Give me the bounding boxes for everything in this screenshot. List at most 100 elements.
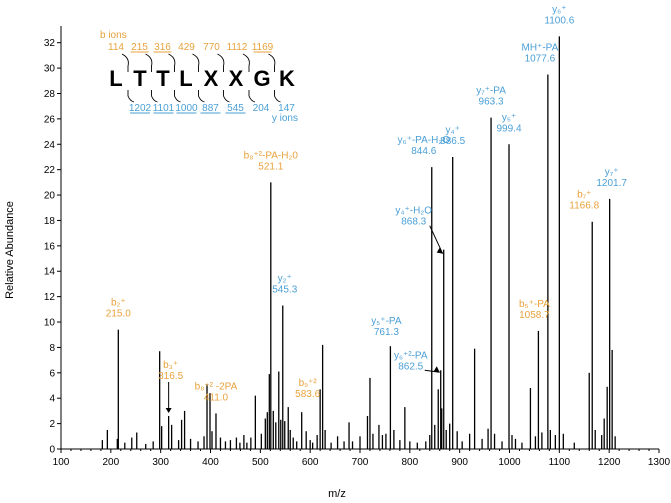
x-tick-label: 200 [102,457,119,468]
y-ion-value: 1000 [175,103,198,114]
annotation-mz: 1077.6 [525,53,556,64]
annotation-ion: y₆⁺ [552,4,566,15]
y-tick-label: 6 [49,368,55,379]
axes: 100 200 300 400 500 600 700 800 900 1000 1100 1200 1… [44,26,671,468]
y-ion-value: 545 [227,103,244,114]
peak-annotation: y₇⁺ 1201.7 [596,167,627,189]
sequence-letter: T [156,66,170,91]
annotation-ion: y₆⁺²-PA [394,350,428,361]
x-tick-label: 100 [53,457,70,468]
sequence-letter: T [133,66,147,91]
x-tick-label: 700 [352,457,369,468]
x-tick-label: 1200 [598,457,621,468]
sequence-letter: X [204,66,219,91]
b-ion-value: 429 [178,42,195,53]
b-ion-bracket [145,53,153,72]
y-tick-label: 10 [44,318,56,329]
peak-annotation: b₇⁺ 1166.8 [569,190,599,212]
annotation-ion: y₅⁺-PA [371,316,402,327]
annotation-arrow [429,225,444,254]
annotation-mz: 999.4 [496,123,521,134]
annotation-ion: y₇⁺-PA [476,86,506,97]
y-ions-label: y ions [272,113,298,124]
annotation-mz: 411.0 [204,392,229,403]
x-tick-label: 400 [202,457,219,468]
annotation-mz: 1201.7 [596,178,627,189]
y-tick-label: 8 [49,343,55,354]
y-tick-label: 0 [49,445,55,456]
y-ion-value: 1202 [129,103,152,114]
arrow-head [436,247,443,254]
x-axis-title: m/z [328,488,346,500]
peak-annotation: y₄⁺ 886.5 [440,125,465,147]
peak-annotation: b₈⁺²-PA-H₂0 521.1 [244,150,299,172]
annotation-mz: 868.3 [401,217,426,228]
annotation-ion: b₅⁺-PA [519,299,550,310]
annotation-arrow [424,369,440,373]
y-ion-value: 887 [202,103,219,114]
arrow-head [433,366,440,373]
annotation-mz: 886.5 [440,136,465,147]
b-ion-bracket [217,53,225,72]
y-ion-bracket [248,90,256,103]
peak-annotation: y₆⁺²-PA 862.5 [394,350,428,372]
annotation-mz: 215.0 [106,309,131,320]
y-tick-label: 20 [44,191,56,202]
annotation-ion: y₄⁺ [446,125,460,136]
peak-annotation: y₄⁺-H₂O 868.3 [395,206,432,228]
b-ion-bracket [242,53,250,72]
sequence-letter: L [179,66,192,91]
peak-annotation: b₃⁺ 316.5 [158,360,183,382]
y-tick-label: 28 [44,89,56,100]
b-ion-value: 1112 [227,42,248,53]
peak-annotations: b₂⁺ 215.0 b₃⁺ 316.5 b₈⁺² -2PA 411.0 b₈⁺²-PA-H₂… [106,4,627,413]
annotation-ion: b₂⁺ [111,298,126,309]
y-tick-label: 2 [49,419,55,430]
annotation-ion: y₇⁺ [605,167,619,178]
y-axis-title: Relative Abundance [4,201,16,299]
peak-annotation: b₅⁺-PA 1058.7 [519,299,550,321]
annotation-mz: 963.3 [479,97,504,108]
peak-annotation: y₂⁺ 545.3 [272,274,297,296]
peak-annotation: y₅⁺ 999.4 [496,112,521,134]
annotation-ion: y₆⁺-PA-H₂O [398,135,451,146]
b-ion-bracket [268,53,276,72]
b-ions-label: b ions [100,30,127,41]
y-ion-value: 1101 [153,103,175,114]
peak-annotation: y₆⁺-PA-H₂O 844.6 [398,135,451,157]
y-tick-label: 14 [44,267,56,278]
peak-annotation: b₈⁺² -2PA 411.0 [195,381,238,403]
annotation-mz: 862.5 [398,361,423,372]
y-ion-bracket [223,90,230,103]
y-tick-label: 12 [44,292,56,303]
y-ion-bracket [174,90,181,103]
annotation-ion: y₅⁺ [502,112,516,123]
y-tick-label: 16 [44,241,56,252]
y-ion-bracket [151,90,158,103]
y-tick-label: 24 [44,140,56,151]
y-ion-value: 204 [253,103,270,114]
y-ion-bracket [127,90,135,103]
annotation-mz: 583.6 [295,389,320,400]
annotation-mz: 316.5 [158,371,183,382]
b-ion-bracket [121,53,129,72]
annotation-mz: 1100.6 [544,15,574,26]
peak-annotation: y₅⁺-PA 761.3 [371,316,402,338]
sequence-letter: L [109,66,122,91]
x-tick-label: 1000 [498,457,521,468]
y-ion-bracket [274,90,281,103]
peak-annotation: y₆⁺ 1100.6 [544,4,574,26]
y-tick-label: 4 [49,394,55,405]
annotation-mz: 761.3 [374,327,399,338]
y-ion-value: 147 [278,103,295,114]
annotation-ion: b₇⁺ [577,190,591,201]
annotation-mz: 844.6 [411,146,436,157]
x-tick-label: 900 [451,457,468,468]
sequence-letter: G [253,66,270,91]
annotation-mz: 1166.8 [569,201,599,212]
peak-annotation: y₇⁺-PA 963.3 [476,86,506,108]
y-tick-label: 22 [44,165,56,176]
x-tick-label: 500 [252,457,269,468]
